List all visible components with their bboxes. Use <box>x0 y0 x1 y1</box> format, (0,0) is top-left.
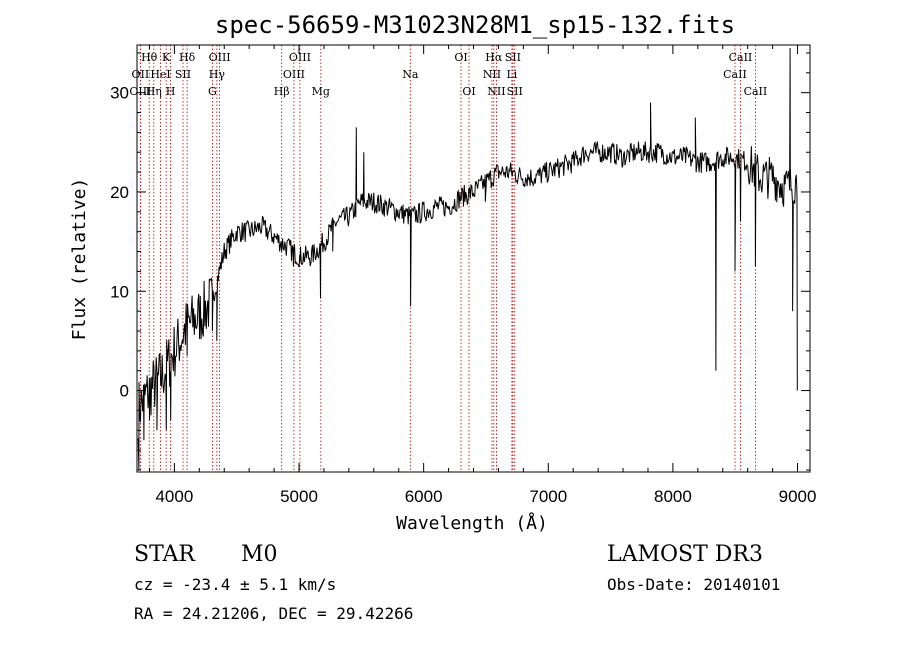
y-axis-label: Flux (relative) <box>69 178 90 341</box>
line-label: K <box>162 51 171 64</box>
x-tick-label: 6000 <box>405 487 443 506</box>
line-label: OIII <box>129 85 151 98</box>
line-label: NII <box>487 85 505 98</box>
x-tick-label: 5000 <box>280 487 318 506</box>
line-label: Hγ <box>209 68 226 81</box>
line-label: Hθ <box>141 51 158 64</box>
subclass-label: M0 <box>241 542 278 567</box>
line-label: Li <box>506 68 517 81</box>
y-tick-label: 0 <box>120 382 129 401</box>
x-tick-label: 7000 <box>529 487 567 506</box>
line-label: SII <box>507 85 523 98</box>
line-label: Hα <box>485 51 503 64</box>
line-label: Hη <box>146 85 162 98</box>
line-label: OIII <box>283 68 305 81</box>
obs-date-text: Obs-Date: 20140101 <box>607 575 780 594</box>
line-label: CaII <box>729 51 753 64</box>
line-label: H <box>166 85 176 98</box>
line-label: Mg <box>312 85 330 98</box>
class-label: STAR <box>134 542 196 567</box>
x-axis: 4000 5000 6000 7000 8000 9000 <box>148 45 817 506</box>
x-axis-label: Wavelength (Å) <box>396 512 548 534</box>
y-tick-label: 10 <box>110 282 129 301</box>
x-tick-label: 8000 <box>654 487 692 506</box>
chart-title: spec-56659-M31023N28M1_sp15-132.fits <box>215 11 735 39</box>
line-label: SII <box>175 68 191 81</box>
redshift-text: cz = -23.4 ± 5.1 km/s <box>134 575 336 594</box>
plot-frame <box>136 44 811 473</box>
line-label: OII <box>132 68 150 81</box>
line-labels: Hθ OII OIII K HeI Hη H Hδ SII OIII Hγ G OIII OIII Hβ Mg… <box>129 51 767 98</box>
line-label: OIII <box>289 51 311 64</box>
line-label: OI <box>462 85 475 98</box>
y-axis: 0 10 20 30 <box>110 52 810 471</box>
line-label: CaII <box>723 68 747 81</box>
line-label: NII <box>483 68 501 81</box>
line-label: G <box>208 85 217 98</box>
spectrum-line <box>137 47 798 471</box>
line-label: OIII <box>209 51 231 64</box>
coordinates-text: RA = 24.21206, DEC = 29.42266 <box>134 604 413 623</box>
reference-lines <box>139 45 756 472</box>
line-label: Hδ <box>179 51 196 64</box>
line-label: OI <box>454 51 467 64</box>
y-tick-label: 30 <box>110 84 129 103</box>
line-label: Hβ <box>274 85 290 98</box>
x-tick-label: 4000 <box>155 487 193 506</box>
y-tick-label: 20 <box>110 183 129 202</box>
line-label: HeI <box>150 68 170 81</box>
line-label: CaII <box>744 85 768 98</box>
x-tick-label: 9000 <box>779 487 817 506</box>
line-label: Na <box>402 68 419 81</box>
survey-label: LAMOST DR3 <box>607 542 763 567</box>
line-label: SII <box>505 51 521 64</box>
